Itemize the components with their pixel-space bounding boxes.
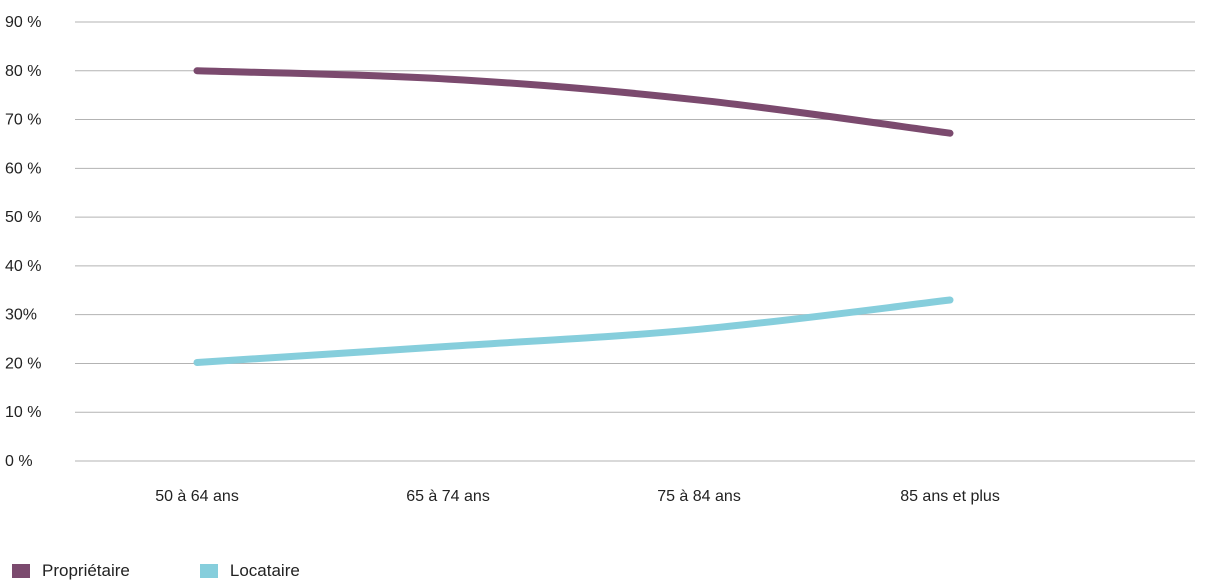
chart-canvas: 0 % 10 % 20 % 30% 40 % 50 % 60 % 70 % 80 % 90 % 5… [0,0,1211,560]
legend-item-locataire: Locataire [200,561,300,581]
x-axis-ticks: 50 à 64 ans 65 à 74 ans 75 à 84 ans 85 ans … [155,488,1000,505]
legend-label-locataire: Locataire [230,561,300,581]
y-tick-label: 90 % [5,14,41,31]
x-tick-label: 50 à 64 ans [155,488,239,505]
legend: Propriétaire Locataire [12,562,300,580]
y-tick-label: 10 % [5,404,41,421]
series-line-locataire [197,300,950,362]
y-tick-label: 70 % [5,112,41,129]
y-tick-label: 80 % [5,63,41,80]
y-tick-label: 0 % [5,453,33,470]
x-tick-label: 65 à 74 ans [406,488,490,505]
legend-swatch-proprietaire [12,564,30,578]
y-tick-label: 30% [5,307,37,324]
y-tick-label: 60 % [5,160,41,177]
series-line-proprietaire [197,71,950,133]
legend-item-proprietaire: Propriétaire [12,561,130,581]
y-axis-ticks: 0 % 10 % 20 % 30% 40 % 50 % 60 % 70 % 80 % 90 % [5,14,41,470]
y-tick-label: 50 % [5,209,41,226]
x-tick-label: 75 à 84 ans [657,488,741,505]
x-tick-label: 85 ans et plus [900,488,1000,505]
gridlines [75,22,1195,461]
y-tick-label: 40 % [5,258,41,275]
legend-swatch-locataire [200,564,218,578]
y-tick-label: 20 % [5,355,41,372]
legend-label-proprietaire: Propriétaire [42,561,130,581]
